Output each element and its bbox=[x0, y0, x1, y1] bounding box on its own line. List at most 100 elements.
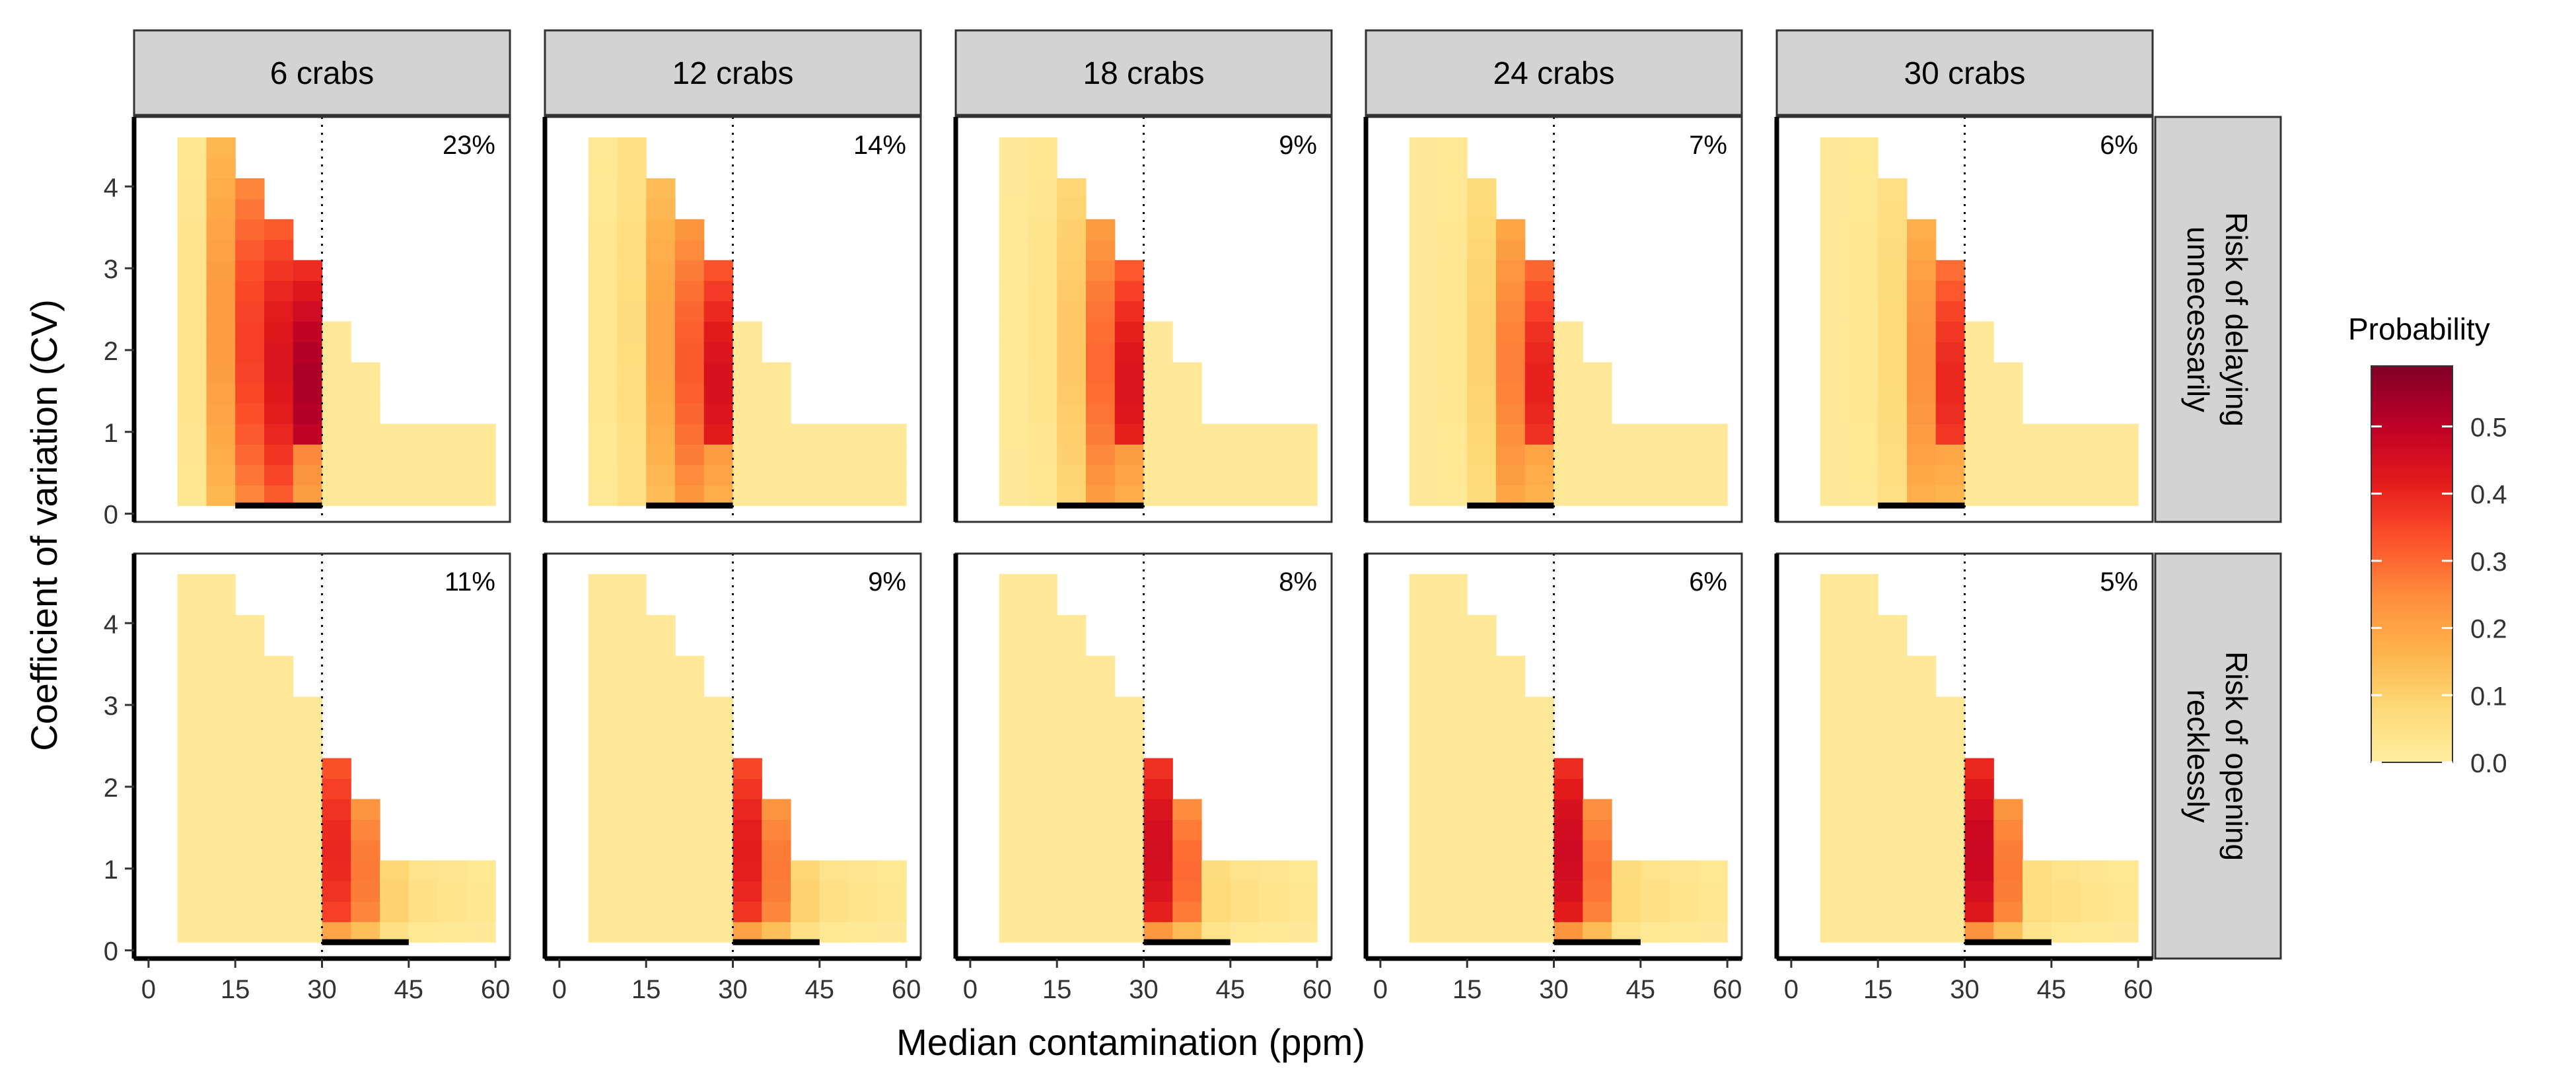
heat-cell bbox=[1172, 922, 1202, 943]
heat-cell bbox=[293, 922, 323, 943]
heat-cell bbox=[1438, 239, 1468, 261]
facet-strip-label: 24 crabs bbox=[1493, 56, 1614, 91]
heat-cell bbox=[1906, 423, 1937, 445]
heat-cell bbox=[762, 901, 791, 922]
heat-cell bbox=[408, 901, 439, 922]
heat-cell bbox=[2109, 901, 2139, 922]
heat-cell bbox=[588, 922, 618, 943]
heat-cell bbox=[1467, 301, 1497, 322]
heat-cell bbox=[293, 860, 323, 881]
row-strip-1: Risk of delayingunnecessarily bbox=[2154, 116, 2282, 523]
heat-cell bbox=[235, 758, 265, 780]
heat-cell bbox=[1409, 321, 1439, 343]
heat-cell bbox=[2022, 464, 2052, 486]
heat-cell bbox=[703, 485, 734, 506]
heat-cell bbox=[1288, 464, 1318, 486]
heat-cell bbox=[1964, 464, 1994, 486]
heat-cell bbox=[1878, 696, 1908, 718]
heat-cell bbox=[235, 198, 265, 220]
heat-cell bbox=[1057, 301, 1087, 322]
x-tick-label: 60 bbox=[2124, 975, 2153, 1004]
heat-cell bbox=[646, 901, 676, 922]
heat-cell bbox=[703, 403, 734, 424]
heat-cell bbox=[674, 444, 705, 465]
heat-cell bbox=[999, 260, 1029, 281]
heat-cell bbox=[1467, 239, 1497, 261]
heat-cell bbox=[206, 758, 236, 780]
heat-cell bbox=[1409, 301, 1439, 322]
heat-cell bbox=[1409, 260, 1439, 281]
heat-cell bbox=[1935, 321, 1966, 343]
heat-cell bbox=[1698, 881, 1728, 902]
heat-cell bbox=[1669, 922, 1699, 943]
heat-cell bbox=[588, 778, 618, 800]
heat-cell bbox=[206, 362, 236, 384]
heat-cell bbox=[646, 382, 676, 404]
heat-cell bbox=[1143, 342, 1173, 363]
heat-cell bbox=[762, 403, 791, 424]
heat-cell bbox=[235, 444, 265, 465]
heat-cell bbox=[1993, 840, 2023, 861]
heat-cell bbox=[1849, 758, 1878, 780]
heat-cell bbox=[674, 799, 705, 820]
heat-cell bbox=[1524, 423, 1555, 445]
x-tick-label: 30 bbox=[1129, 975, 1159, 1004]
heat-cell bbox=[1669, 881, 1699, 902]
heat-cell bbox=[674, 260, 705, 281]
heat-cell bbox=[1409, 573, 1439, 595]
heat-cell bbox=[1849, 219, 1878, 240]
heat-cell bbox=[1085, 655, 1116, 677]
heat-cell bbox=[1028, 860, 1057, 881]
heat-cell bbox=[1878, 717, 1908, 739]
heat-cell bbox=[617, 464, 647, 486]
heat-cell bbox=[1467, 382, 1497, 404]
x-tick-label: 45 bbox=[2037, 975, 2067, 1004]
heat-cell bbox=[1438, 922, 1468, 943]
heat-cell bbox=[588, 444, 618, 465]
heat-cell bbox=[1085, 280, 1116, 302]
heat-cell bbox=[1143, 362, 1173, 384]
heat-cell bbox=[1964, 901, 1994, 922]
heat-cell bbox=[1554, 922, 1583, 943]
panel-percent-label: 9% bbox=[868, 567, 906, 597]
heat-cell bbox=[322, 819, 351, 841]
heat-cell bbox=[2022, 444, 2052, 465]
heat-cell bbox=[1028, 260, 1057, 281]
heat-cell bbox=[1085, 403, 1116, 424]
heat-cell bbox=[380, 485, 410, 506]
heat-cell bbox=[617, 778, 647, 800]
heat-cell bbox=[1906, 922, 1937, 943]
heat-cell bbox=[177, 260, 207, 281]
heat-cell bbox=[293, 737, 323, 759]
heat-cell bbox=[1583, 423, 1612, 445]
heat-cell bbox=[1114, 321, 1145, 343]
heat-cell bbox=[819, 860, 849, 881]
heat-cell bbox=[1524, 881, 1555, 902]
heat-cell bbox=[437, 922, 467, 943]
heat-cell bbox=[235, 301, 265, 322]
heat-cell bbox=[293, 901, 323, 922]
heat-cell bbox=[264, 737, 294, 759]
heat-cell bbox=[617, 819, 647, 841]
heat-cell bbox=[848, 444, 878, 465]
heat-cell bbox=[1820, 696, 1850, 718]
facet-strip-box bbox=[954, 29, 1333, 116]
heat-cell bbox=[1935, 260, 1966, 281]
heat-cell bbox=[1906, 301, 1937, 322]
heat-cell bbox=[999, 444, 1029, 465]
heat-cell bbox=[1143, 758, 1173, 780]
heat-cell bbox=[1878, 423, 1908, 445]
heat-cell bbox=[1495, 717, 1526, 739]
y-tick-label: 4 bbox=[104, 173, 118, 202]
heat-cell bbox=[380, 423, 410, 445]
heat-cell bbox=[703, 881, 734, 902]
x-tick-label: 0 bbox=[552, 975, 567, 1004]
heat-cell bbox=[1201, 922, 1231, 943]
heat-cell bbox=[177, 860, 207, 881]
heat-cell bbox=[264, 280, 294, 302]
heat-cell bbox=[206, 485, 236, 506]
heat-cell bbox=[1467, 614, 1497, 636]
heat-cell bbox=[177, 635, 207, 657]
heat-cell bbox=[703, 423, 734, 445]
heat-cell bbox=[1669, 860, 1699, 881]
